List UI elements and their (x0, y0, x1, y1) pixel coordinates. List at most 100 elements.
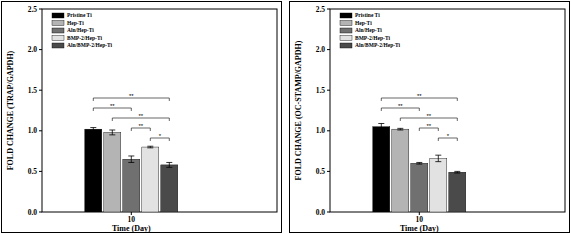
bar (85, 129, 102, 212)
error-bar (416, 162, 422, 164)
significance-bracket: * (150, 133, 169, 142)
bar (373, 127, 390, 212)
legend: Pristine Ti Hep-TiAln/Hep-Ti BMP-2/Hep-TiA… (52, 12, 113, 48)
bar (430, 158, 447, 212)
error-cap (435, 155, 441, 156)
significance-label: ** (417, 93, 422, 99)
plot-frame (330, 9, 565, 212)
error-cap (454, 171, 460, 172)
error-bar (90, 128, 96, 131)
error-bar (378, 123, 384, 129)
significance-label: ** (110, 103, 115, 109)
legend-label: Aln/BMP-2/Hep-Ti (67, 42, 113, 48)
bar (411, 163, 428, 212)
significance-bracket: * (438, 133, 457, 142)
error-bar (166, 162, 172, 167)
error-stem (438, 155, 439, 161)
y-tick (39, 171, 42, 172)
y-tick (39, 49, 42, 50)
y-tick (327, 130, 330, 131)
y-axis-label: FOLD CHANGE (OC-STAMP/GAPDH) (294, 40, 303, 180)
legend-label: BMP-2/Hep-Ti (355, 35, 391, 41)
significance-bracket: ** (93, 103, 131, 112)
y-tick-label: 0.5 (28, 167, 38, 176)
legend-swatch (340, 28, 352, 33)
error-cap (109, 134, 115, 135)
significance-label: ** (398, 103, 403, 109)
y-tick-label: 2.0 (28, 45, 38, 54)
page: 0.0 0.5 1.0 1.5 2.0 2.5 FOLD CHANGE (TRAP/GAPD… (0, 0, 571, 234)
y-tick (327, 212, 330, 213)
legend-label: Aln/Hep-Ti (67, 27, 94, 33)
y-tick-label: 1.5 (28, 86, 38, 95)
y-tick-label: 1.5 (316, 86, 326, 95)
significance-label: * (447, 133, 450, 139)
error-bar (454, 171, 460, 173)
legend-swatch (340, 43, 352, 48)
chart-panel: 0.00.51.01.52.02.5FOLD CHANGE (OC-STAMP/… (290, 2, 570, 234)
chart-panel: 0.0 0.5 1.0 1.5 2.0 2.5 FOLD CHANGE (TRAP/GAPD… (2, 2, 282, 234)
legend-swatch (52, 43, 64, 48)
legend-swatch (52, 28, 64, 33)
significance-bracket: ** (93, 93, 169, 102)
error-cap (128, 155, 134, 156)
legend-label: Pristine Ti (355, 12, 380, 18)
bar (392, 129, 409, 212)
figure: 0.0 0.5 1.0 1.5 2.0 2.5 FOLD CHANGE (TRAP/GAPD… (0, 0, 571, 234)
error-cap (416, 164, 422, 165)
error-cap (378, 129, 384, 130)
legend-label: Aln/Hep-Ti (355, 27, 382, 33)
marks (373, 123, 466, 212)
bar (123, 159, 140, 212)
y-tick-label: 0.5 (316, 167, 326, 176)
legend-swatch (52, 36, 64, 41)
significance-bracket: ** (419, 123, 438, 132)
marks (85, 128, 178, 212)
error-cap (90, 130, 96, 131)
legend-label: BMP-2/Hep-Ti (67, 35, 103, 41)
x-axis-label: Time (Day) (400, 224, 439, 233)
error-stem (169, 162, 170, 167)
y-tick (327, 49, 330, 50)
error-bar (147, 146, 153, 148)
error-cap (147, 146, 153, 147)
significance-label: ** (138, 113, 143, 119)
significance-label: ** (138, 123, 143, 129)
y-tick-label: 0.0 (316, 208, 326, 217)
error-stem (131, 156, 132, 162)
y-tick-label: 1.0 (28, 126, 38, 135)
legend-label: Aln/BMP-2/Hep-Ti (355, 42, 401, 48)
x-tick-label: 10 (416, 215, 424, 224)
error-cap (128, 162, 134, 163)
significance-label: * (159, 133, 162, 139)
significance-bracket: ** (131, 123, 150, 132)
legend-label: Pristine Ti (67, 12, 92, 18)
error-cap (166, 162, 172, 163)
legend-swatch (340, 13, 352, 18)
significance-label: ** (426, 113, 431, 119)
error-cap (109, 129, 115, 130)
significance-label: ** (426, 123, 431, 129)
y-tick (39, 90, 42, 91)
significance-bracket: ** (112, 113, 169, 122)
error-cap (397, 129, 403, 130)
bar (161, 165, 178, 212)
x-tick-label: 10 (128, 215, 136, 224)
significance-bracket: ** (381, 93, 457, 102)
error-cap (166, 167, 172, 168)
y-tick (39, 212, 42, 213)
y-tick-label: 2.0 (316, 45, 326, 54)
y-tick (327, 90, 330, 91)
error-stem (93, 128, 94, 131)
bar (142, 147, 159, 212)
x-axis-label: Time (Day) (112, 224, 151, 233)
y-tick (327, 171, 330, 172)
y-tick-label: 0.0 (28, 208, 38, 217)
legend-label: Hep-Ti (67, 20, 84, 26)
y-tick (327, 9, 330, 10)
y-axis-label: FOLD CHANGE (TRAP/GAPDH) (6, 50, 15, 170)
error-bar (128, 156, 134, 162)
legend-swatch (52, 13, 64, 18)
y-tick-label: 2.5 (28, 5, 38, 14)
significance-label: ** (129, 93, 134, 99)
